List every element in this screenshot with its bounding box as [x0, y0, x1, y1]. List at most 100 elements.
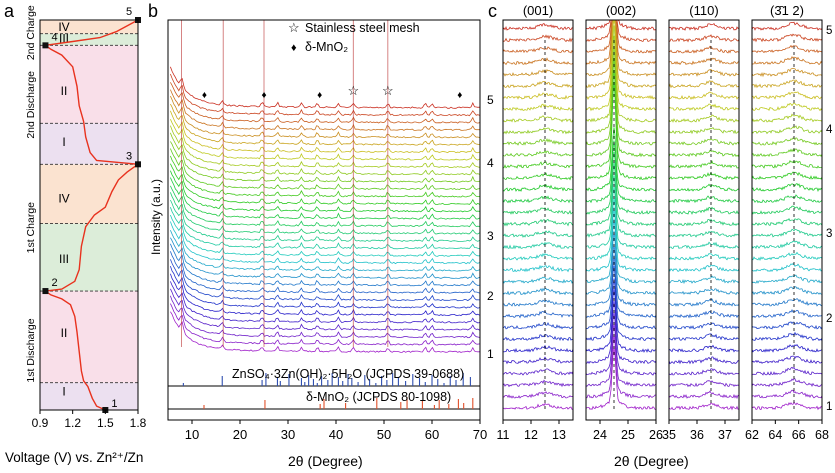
xrd-trace-26 — [751, 113, 823, 123]
xrd-trace-20 — [668, 183, 740, 192]
xrd-trace-14 — [502, 252, 574, 261]
xrd-trace-33 — [502, 34, 574, 43]
panel-b-stage-markers: 1 2 3 4 5 — [487, 93, 494, 361]
xrd-pattern-10 — [170, 243, 480, 287]
xtick-label-1: 10 — [185, 427, 199, 442]
xrd-trace-7 — [502, 334, 574, 342]
panel-c-xlabel: 2θ (Degree) — [614, 453, 689, 469]
stage-marker-2: 2 — [487, 289, 494, 303]
stage-marker-1: 1 — [826, 401, 832, 413]
panel-a-xlabel: Voltage (V) vs. Zn²⁺/Zn — [5, 450, 143, 465]
xrd-trace-6 — [502, 344, 574, 353]
xrd-trace-26 — [502, 115, 574, 123]
point-label-5: 5 — [126, 6, 132, 18]
subplot-frame — [502, 19, 574, 421]
subplot-3: (110) 35 36 37 — [662, 3, 740, 442]
xrd-trace-12 — [502, 276, 574, 284]
xrd-trace-29 — [751, 79, 823, 89]
subplot-4: (3̄1 2) 62 64 66 68 — [745, 3, 829, 442]
xrd-trace-19 — [502, 195, 574, 204]
xrd-trace-8 — [751, 321, 823, 330]
panel-b-frame — [167, 19, 481, 421]
reference-zhs-label: ZnSO₄·3Zn(OH)₂·5H₂O (JCPDS 39-0688) — [232, 367, 464, 381]
xrd-pattern-31 — [170, 89, 480, 131]
xrd-trace-3 — [668, 380, 740, 388]
xrd-trace-34 — [502, 22, 574, 31]
xrd-trace-13 — [668, 264, 740, 272]
xrd-pattern-11 — [170, 237, 480, 280]
xrd-pattern-17 — [170, 192, 480, 235]
xtick-label: 64 — [768, 428, 782, 442]
xrd-trace-9 — [585, 255, 657, 318]
panel-c-stage-markers: 1 2 3 4 5 — [826, 25, 833, 413]
panel-label-c: c — [488, 1, 497, 21]
xrd-pattern-18 — [170, 185, 480, 228]
xrd-trace-24 — [502, 138, 574, 146]
xrd-trace-27 — [502, 103, 573, 112]
xrd-trace-4 — [751, 366, 823, 376]
xrd-trace-30 — [668, 68, 740, 77]
xrd-trace-22 — [751, 160, 822, 169]
xrd-trace-15 — [668, 241, 740, 249]
xrd-trace-18 — [751, 205, 823, 215]
panel-a-voltage-curve — [43, 19, 140, 411]
stage-marker-3: 3 — [487, 229, 494, 243]
xrd-trace-31 — [751, 56, 823, 66]
point-label-1: 1 — [111, 398, 117, 410]
xrd-trace-10 — [502, 299, 574, 307]
reference-mno2-label: δ-MnO₂ (JCPDS 80-1098) — [306, 390, 451, 404]
subplot-title: (002) — [606, 3, 636, 18]
stage-marker-1: 1 — [487, 347, 494, 361]
xrd-trace-8 — [669, 322, 740, 330]
xtick-label-2: 20 — [233, 427, 247, 442]
xrd-trace-24 — [751, 137, 823, 146]
panel-a-stage-labels: 1st Discharge 1st Charge 2nd Discharge 2nd … — [25, 5, 37, 383]
xrd-trace-9 — [502, 310, 574, 319]
panel-b-xticks: 10 20 30 40 50 60 70 — [185, 420, 487, 442]
stage-marker-5: 5 — [487, 93, 494, 107]
xrd-trace-12 — [751, 274, 823, 284]
xrd-trace-7 — [668, 333, 740, 341]
xrd-trace-4 — [502, 368, 574, 376]
xrd-pattern-25 — [170, 132, 480, 176]
panel-a-xticks: 0.9 1.2 1.5 1.8 — [32, 410, 147, 430]
xrd-trace-29 — [502, 81, 574, 89]
xrd-trace-34 — [751, 21, 823, 31]
xrd-pattern-27 — [170, 119, 480, 161]
xtick-label-6: 60 — [425, 427, 439, 442]
region-2 — [40, 291, 138, 383]
panel-c-chart: (001)11 12 13(002)24 25 26(110)35 36 37(3̄1 2)… — [497, 3, 833, 469]
legend-diamond-icon: ♦ — [291, 42, 297, 54]
xrd-trace-11 — [502, 287, 574, 296]
xrd-trace-17 — [668, 218, 740, 227]
panel-b-reference-patterns — [168, 373, 480, 410]
xrd-trace-31 — [585, 19, 657, 66]
xtick-label: 24 — [593, 428, 607, 442]
xrd-pattern-12 — [170, 230, 480, 272]
xrd-trace-8 — [585, 265, 657, 330]
xtick-label-4: 40 — [329, 427, 343, 442]
xrd-pattern-29 — [170, 103, 480, 146]
xrd-trace-21 — [668, 171, 739, 181]
panel-a-regions — [40, 20, 138, 410]
xrd-trace-9 — [668, 310, 740, 319]
xrd-trace-19 — [751, 194, 823, 204]
xrd-trace-33 — [585, 19, 657, 42]
legend-stainless-label: Stainless steel mesh — [305, 21, 420, 35]
region-label-2: II — [61, 326, 68, 340]
xrd-trace-28 — [668, 91, 740, 100]
subplot-title: (110) — [689, 3, 718, 18]
region-label-4: IV — [58, 191, 69, 205]
xrd-trace-20 — [751, 182, 823, 193]
xrd-trace-13 — [585, 207, 657, 272]
xtick-label: 66 — [792, 428, 806, 442]
stage-label-1: 1st Discharge — [25, 318, 37, 382]
stage-marker-3: 3 — [826, 228, 832, 240]
xrd-trace-6 — [585, 289, 657, 353]
xrd-pattern-19 — [170, 177, 480, 220]
stage-marker-2: 2 — [826, 313, 832, 325]
xrd-trace-1 — [502, 402, 574, 410]
region-4 — [40, 164, 138, 224]
xrd-trace-34 — [668, 22, 740, 31]
